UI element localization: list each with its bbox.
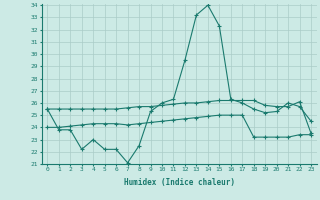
X-axis label: Humidex (Indice chaleur): Humidex (Indice chaleur): [124, 178, 235, 187]
